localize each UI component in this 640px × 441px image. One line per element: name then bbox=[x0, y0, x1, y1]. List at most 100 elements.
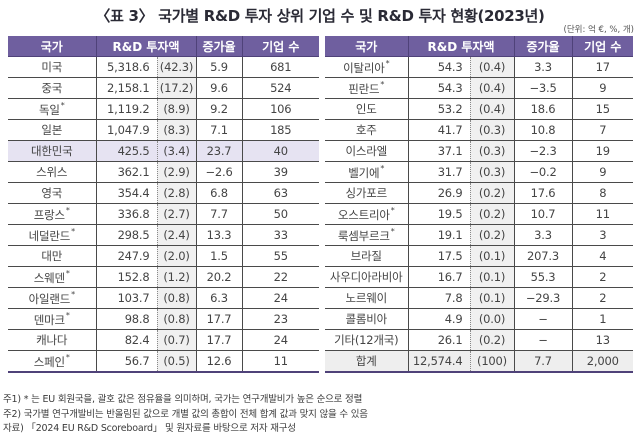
country-cell: 사우디아라비아 bbox=[325, 266, 408, 288]
table-row: 영국 354.4 (2.8) 6.8 63 bbox=[8, 182, 319, 204]
company-count-cell: 9 bbox=[571, 161, 633, 183]
table-row: 대한민국 425.5 (3.4) 23.7 40 bbox=[8, 140, 319, 162]
growth-cell: − bbox=[513, 329, 572, 351]
table-header-row: 국가 R&D 투자액 증가율 기업 수 bbox=[325, 36, 633, 57]
header-companies: 기업 수 bbox=[571, 36, 633, 57]
growth-cell: 23.7 bbox=[195, 140, 242, 162]
share-cell: (0.4) bbox=[469, 98, 514, 120]
company-count-cell: 13 bbox=[571, 329, 633, 351]
share-cell: (0.4) bbox=[469, 56, 514, 78]
growth-cell: 13.3 bbox=[195, 224, 242, 246]
table-title: 〈표 3〉 국가별 R&D 투자 상위 기업 수 및 R&D 투자 현황(202… bbox=[95, 7, 545, 25]
rd-amount-cell: 152.8 bbox=[95, 266, 157, 288]
share-cell: (2.8) bbox=[156, 182, 196, 204]
rd-amount-cell: 41.7 bbox=[407, 119, 470, 141]
table-row: 미국 5,318.6 (42.3) 5.9 681 bbox=[8, 56, 319, 78]
country-cell: 이탈리아* bbox=[325, 56, 408, 78]
eu-member-marker: * bbox=[380, 79, 385, 89]
country-cell: 캐나다 bbox=[8, 329, 96, 351]
table-row: 아일랜드* 103.7 (0.8) 6.3 24 bbox=[8, 287, 319, 309]
share-cell: (42.3) bbox=[156, 56, 196, 78]
growth-cell: 12.6 bbox=[195, 350, 242, 373]
company-count-cell: 185 bbox=[241, 119, 319, 141]
company-count-cell: 8 bbox=[571, 182, 633, 204]
country-cell: 네덜란드* bbox=[8, 224, 96, 246]
company-count-cell: 15 bbox=[571, 98, 633, 120]
rd-amount-cell: 19.1 bbox=[407, 224, 470, 246]
table-body-right: 이탈리아* 54.3 (0.4) 3.3 17 핀란드* 54.3 (0.4) −3.5 9 인도 5… bbox=[325, 56, 633, 373]
rd-amount-cell: 54.3 bbox=[407, 56, 470, 78]
country-cell: 벨기에* bbox=[325, 161, 408, 183]
growth-cell: 5.9 bbox=[195, 56, 242, 78]
rd-amount-cell: 247.9 bbox=[95, 245, 157, 267]
country-cell: 미국 bbox=[8, 56, 96, 78]
table-row: 캐나다 82.4 (0.7) 17.7 24 bbox=[8, 329, 319, 351]
share-cell: (0.3) bbox=[469, 161, 514, 183]
company-count-cell: 9 bbox=[571, 77, 633, 99]
growth-cell: −3.5 bbox=[513, 77, 572, 99]
growth-cell: 207.3 bbox=[513, 245, 572, 267]
share-cell: (8.9) bbox=[156, 98, 196, 120]
table-row: 이스라엘 37.1 (0.3) −2.3 19 bbox=[325, 140, 633, 162]
growth-cell: 17.6 bbox=[513, 182, 572, 204]
rd-amount-cell: 53.2 bbox=[407, 98, 470, 120]
share-cell: (0.3) bbox=[469, 119, 514, 141]
unit-label: (단위: 억 €, %, 개) bbox=[563, 25, 634, 35]
share-cell: (3.4) bbox=[156, 140, 196, 162]
growth-cell: −2.6 bbox=[195, 161, 242, 183]
growth-cell: 18.6 bbox=[513, 98, 572, 120]
country-cell: 합계 bbox=[325, 350, 408, 373]
footnote-2: 주2) 국가별 연구개발비는 반올림된 값으로 개별 값의 총합이 전체 합계 … bbox=[3, 408, 368, 420]
company-count-cell: 2 bbox=[571, 287, 633, 309]
country-cell: 대만 bbox=[8, 245, 96, 267]
country-cell: 스위스 bbox=[8, 161, 96, 183]
company-count-cell: 1 bbox=[571, 308, 633, 330]
company-count-cell: 4 bbox=[571, 245, 633, 267]
eu-member-marker: * bbox=[71, 289, 75, 299]
share-cell: (0.2) bbox=[469, 224, 514, 246]
eu-member-marker: * bbox=[65, 205, 70, 215]
table-row: 프랑스* 336.8 (2.7) 7.7 50 bbox=[8, 203, 319, 225]
table-row: 기타(12개국) 26.1 (0.2) −13 bbox=[325, 329, 633, 351]
table-row: 룩셈부르크* 19.1 (0.2) 3.3 3 bbox=[325, 224, 633, 246]
rd-amount-cell: 2,158.1 bbox=[95, 77, 157, 99]
country-cell: 중국 bbox=[8, 77, 96, 99]
rd-amount-cell: 54.3 bbox=[407, 77, 470, 99]
share-cell: (2.4) bbox=[156, 224, 196, 246]
company-count-cell: 22 bbox=[241, 266, 319, 288]
share-cell: (17.2) bbox=[156, 77, 196, 99]
company-count-cell: 524 bbox=[241, 77, 319, 99]
company-count-cell: 11 bbox=[241, 350, 319, 373]
share-cell: (0.7) bbox=[156, 329, 196, 351]
country-cell: 인도 bbox=[325, 98, 408, 120]
company-count-cell: 63 bbox=[241, 182, 319, 204]
growth-cell: 17.7 bbox=[195, 308, 242, 330]
country-cell: 덴마크* bbox=[8, 308, 96, 330]
share-cell: (0.1) bbox=[469, 266, 514, 288]
growth-cell: 17.7 bbox=[195, 329, 242, 351]
table-row: 브라질 17.5 (0.1) 207.3 4 bbox=[325, 245, 633, 267]
rd-table-left: 국가 R&D 투자액 증가율 기업 수 미국 5,318.6 (42.3) 5.9 68… bbox=[8, 36, 319, 373]
company-count-cell: 33 bbox=[241, 224, 319, 246]
eu-member-marker: * bbox=[65, 268, 70, 278]
growth-cell: 3.3 bbox=[513, 56, 572, 78]
share-cell: (0.1) bbox=[469, 287, 514, 309]
growth-cell: 1.5 bbox=[195, 245, 242, 267]
eu-member-marker: * bbox=[65, 310, 70, 320]
eu-member-marker: * bbox=[60, 100, 65, 110]
country-cell: 스페인* bbox=[8, 350, 96, 373]
growth-cell: 55.3 bbox=[513, 266, 572, 288]
header-growth: 증가율 bbox=[195, 36, 242, 57]
rd-amount-cell: 1,119.2 bbox=[95, 98, 157, 120]
header-country: 국가 bbox=[8, 36, 96, 57]
table-row: 사우디아라비아 16.7 (0.1) 55.3 2 bbox=[325, 266, 633, 288]
table-header-row: 국가 R&D 투자액 증가율 기업 수 bbox=[8, 36, 319, 57]
table-row: 호주 41.7 (0.3) 10.8 7 bbox=[325, 119, 633, 141]
growth-cell: 7.7 bbox=[513, 350, 572, 373]
table-row: 독일* 1,119.2 (8.9) 9.2 106 bbox=[8, 98, 319, 120]
growth-cell: −29.3 bbox=[513, 287, 572, 309]
rd-amount-cell: 98.8 bbox=[95, 308, 157, 330]
company-count-cell: 39 bbox=[241, 161, 319, 183]
rd-amount-cell: 298.5 bbox=[95, 224, 157, 246]
country-cell: 핀란드* bbox=[325, 77, 408, 99]
